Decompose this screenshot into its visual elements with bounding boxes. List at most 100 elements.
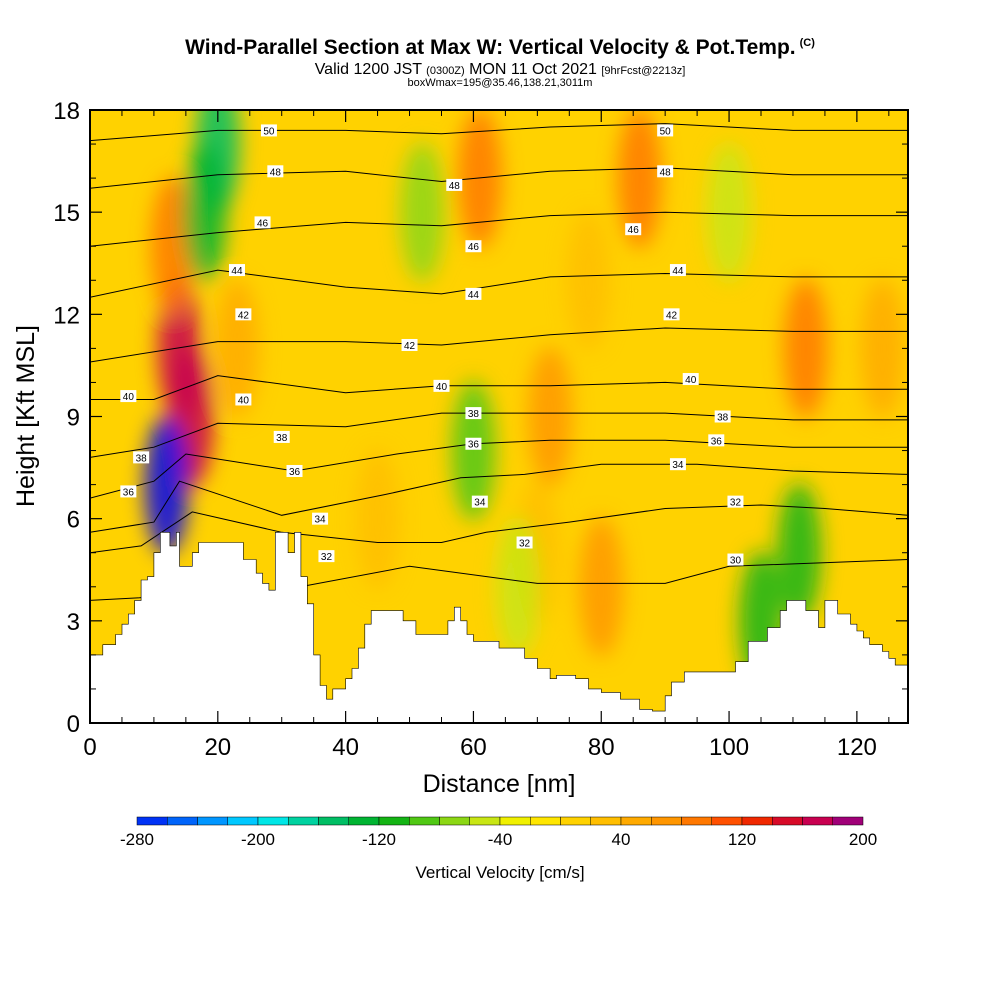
colorbar-swatch xyxy=(378,816,410,826)
contour-label-bg xyxy=(120,485,137,498)
theta-contour xyxy=(90,412,908,458)
x-tick-label: 60 xyxy=(460,734,487,761)
contour-label-bg xyxy=(663,308,680,321)
velocity-cell xyxy=(183,142,228,283)
contour-label-bg xyxy=(273,430,290,443)
colorbar-swatch xyxy=(499,816,531,826)
contour-label-bg xyxy=(669,264,686,277)
contour-label-bg xyxy=(465,407,482,420)
contour-label-bg xyxy=(286,464,303,477)
colorbar-swatch xyxy=(620,816,652,826)
theta-contour xyxy=(90,504,908,554)
colorbar-swatch xyxy=(439,816,470,826)
y-tick-label: 18 xyxy=(53,98,80,125)
contour-label-bg xyxy=(657,165,674,178)
contour-label: 48 xyxy=(449,181,461,192)
contour-label: 30 xyxy=(730,556,742,567)
contour-label: 48 xyxy=(270,167,282,178)
contour-label: 40 xyxy=(685,375,697,386)
contour-label: 46 xyxy=(628,225,640,236)
theta-contour xyxy=(90,439,908,499)
contour-label-bg xyxy=(433,379,450,392)
velocity-cell xyxy=(860,278,905,419)
terrain-profile xyxy=(90,532,908,723)
contour-label: 42 xyxy=(238,310,250,321)
y-tick-label: 3 xyxy=(67,609,80,636)
velocity-cell xyxy=(355,448,400,589)
contour-label-bg xyxy=(228,264,245,277)
contour-label: 32 xyxy=(519,539,531,550)
box-info: boxWmax=195@35.46,138.21,3011m xyxy=(407,77,593,89)
chart-title: Wind-Parallel Section at Max W: Vertical… xyxy=(185,36,815,59)
colorbar-swatch xyxy=(288,816,319,826)
colorbar-swatch xyxy=(348,816,380,826)
contour-label: 34 xyxy=(315,515,327,526)
colorbar-swatch xyxy=(772,816,803,826)
contour-label-bg xyxy=(465,240,482,253)
velocity-cell xyxy=(566,210,611,351)
contour-label: 36 xyxy=(289,467,301,478)
colorbar-tick-label: -120 xyxy=(362,830,396,849)
colorbar-swatch xyxy=(560,816,591,826)
contour-label-bg xyxy=(714,410,731,423)
colorbar-swatch xyxy=(136,816,168,826)
theta-contour xyxy=(90,123,908,142)
contour-label-bg xyxy=(625,223,642,236)
contour-label: 34 xyxy=(672,460,684,471)
x-axis-label: Distance [nm] xyxy=(423,770,576,798)
colorbar-tick-label: 40 xyxy=(612,830,631,849)
contour-label-bg xyxy=(657,124,674,137)
theta-contour xyxy=(90,327,908,363)
colorbar-swatch xyxy=(802,816,833,826)
contour-label: 38 xyxy=(136,453,148,464)
contour-label-bg xyxy=(727,553,744,566)
colorbar-swatch xyxy=(530,816,561,826)
contour-label: 38 xyxy=(717,413,729,424)
colorbar-swatch xyxy=(318,816,349,826)
contour-label-bg xyxy=(312,512,329,525)
y-tick-label: 12 xyxy=(53,302,80,329)
colorbar-swatch xyxy=(590,816,622,826)
velocity-cell xyxy=(528,346,573,487)
colorbar-swatch xyxy=(167,816,198,826)
contour-label: 46 xyxy=(257,218,269,229)
contour-label: 44 xyxy=(231,266,243,277)
contour-label: 36 xyxy=(468,440,480,451)
contour-label: 36 xyxy=(123,487,135,498)
contour-label: 50 xyxy=(660,126,672,137)
contour-label: 34 xyxy=(474,498,486,509)
y-tick-label: 9 xyxy=(67,405,80,432)
colorbar-tick-label: -200 xyxy=(241,830,275,849)
contour-label-bg xyxy=(254,216,271,229)
velocity-cell xyxy=(457,110,502,249)
contour-label: 32 xyxy=(321,552,333,563)
theta-contour xyxy=(90,211,908,247)
theta-contour xyxy=(90,167,908,189)
y-tick-label: 15 xyxy=(53,200,80,227)
velocity-cell xyxy=(777,482,822,623)
contour-label-bg xyxy=(133,451,150,464)
contour-label: 42 xyxy=(404,341,416,352)
contour-label: 40 xyxy=(436,382,448,393)
contour-label-bg xyxy=(708,434,725,447)
contour-label-bg xyxy=(446,178,463,191)
velocity-cell xyxy=(579,516,624,657)
colorbar-tick-label: 200 xyxy=(849,830,877,849)
x-axis: 0 20 40 60 80 100 120 xyxy=(83,110,890,761)
x-tick-label: 0 xyxy=(83,734,96,761)
colorbar-swatch xyxy=(257,816,289,826)
colorbar-tick-label: -280 xyxy=(120,830,154,849)
x-tick-label: 100 xyxy=(709,734,749,761)
y-tick-label: 0 xyxy=(67,711,80,738)
theta-contours xyxy=(90,123,908,601)
contour-label: 42 xyxy=(666,310,678,321)
velocity-cell xyxy=(783,278,828,419)
contour-label-bg xyxy=(516,536,533,549)
y-axis-label: Height [Kft MSL] xyxy=(12,325,40,507)
colorbar-swatch xyxy=(227,816,259,826)
contour-label: 44 xyxy=(672,266,684,277)
velocity-cell xyxy=(400,142,445,283)
contour-label: 46 xyxy=(468,242,480,253)
velocity-cell xyxy=(496,516,541,657)
